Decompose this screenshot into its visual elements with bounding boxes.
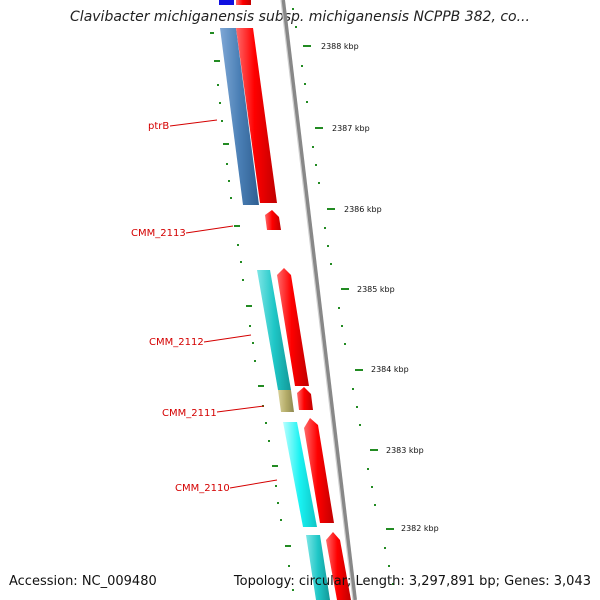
CMM_2110-gene-feature — [283, 422, 317, 527]
tick-label: 2388 kbp — [321, 42, 359, 51]
map-title: Clavibacter michiganensis subsp. michiga… — [70, 9, 530, 25]
tick-label: 2384 kbp — [371, 365, 409, 374]
CMM_2113-cds — [265, 210, 281, 230]
topology-summary: Topology: circular; Length: 3,297,891 bp… — [233, 574, 591, 589]
CMM_2110-cds — [304, 418, 334, 523]
gene-label-text: CMM_2111 — [162, 408, 217, 419]
gene-label-text: CMM_2112 — [149, 337, 204, 348]
gene-label-CMM_2111[interactable]: CMM_2111 — [162, 405, 265, 419]
tick-label: 2385 kbp — [357, 285, 395, 294]
sequence-backbone — [281, 0, 357, 600]
gene-label-CMM_2112[interactable]: CMM_2112 — [149, 334, 252, 348]
gene-label-text: CMM_2113 — [131, 228, 186, 239]
accession-label: Accession: NC_009480 — [9, 574, 157, 589]
tick-label: 2383 kbp — [386, 446, 424, 455]
gene-label-ptrB[interactable]: ptrB — [148, 119, 218, 132]
ptrB-cds — [236, 28, 277, 203]
tick-label: 2382 kbp — [401, 524, 439, 533]
tick-label: 2386 kbp — [344, 205, 382, 214]
right-tick-marks — [292, 8, 394, 585]
gene-label-text: CMM_2110 — [175, 483, 230, 494]
next-gene-feature — [306, 535, 330, 600]
gene-label-CMM_2110[interactable]: CMM_2110 — [175, 479, 278, 494]
CMM_2111-gene-feature — [278, 390, 294, 412]
CMM_2112-gene-feature — [257, 270, 291, 390]
CMM_2111-cds — [297, 387, 313, 410]
ptrB-gene-feature — [220, 28, 259, 205]
next-cds — [326, 532, 351, 600]
feature-top-partial — [219, 0, 234, 5]
CMM_2112-cds — [277, 268, 309, 386]
gene-label-CMM_2113[interactable]: CMM_2113 — [131, 225, 234, 239]
gene-label-text: ptrB — [148, 121, 169, 132]
tick-label: 2387 kbp — [332, 124, 370, 133]
